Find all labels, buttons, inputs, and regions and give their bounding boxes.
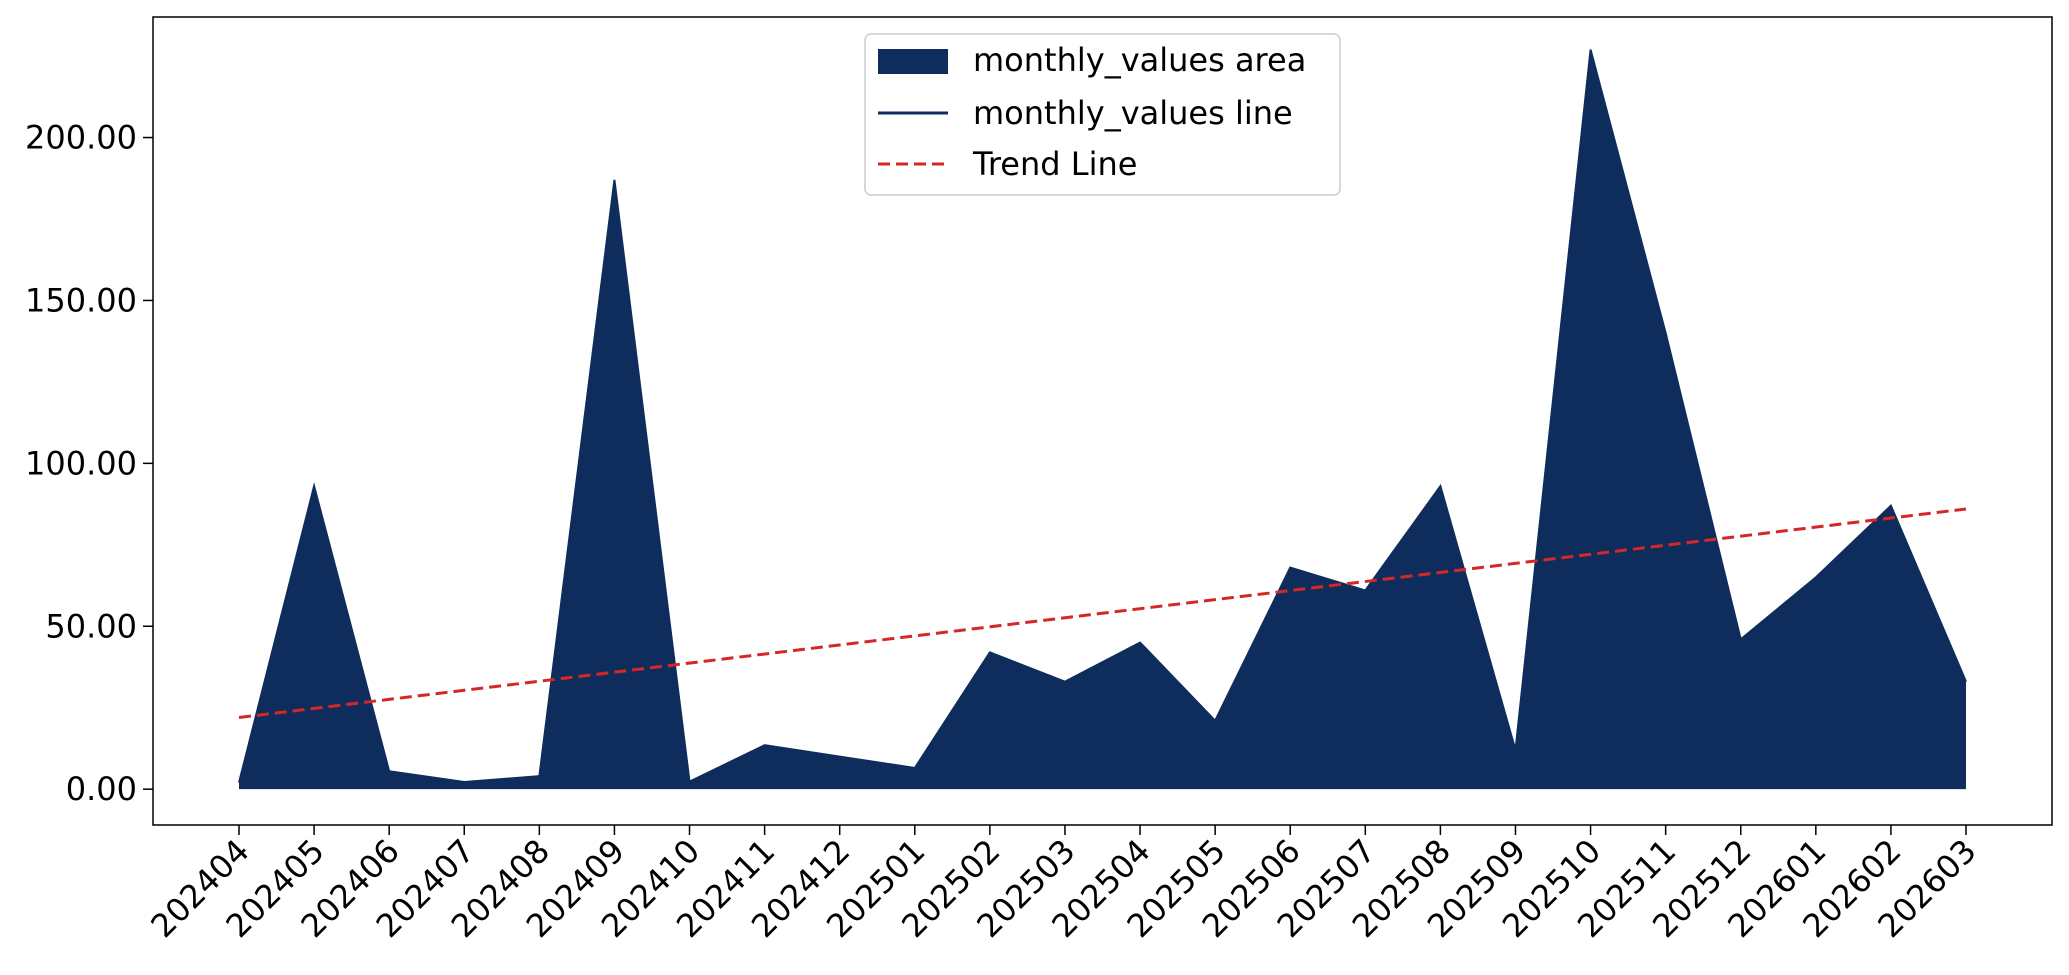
y-tick-label: 150.00 [25,281,137,319]
y-tick-label: 100.00 [25,444,137,482]
legend-box [864,33,1341,196]
plot-area [238,49,1967,790]
monthly-values-area [239,49,1966,790]
monthly-values-line [238,49,1967,784]
y-tick-label: 50.00 [45,607,137,645]
legend-label-trend: Trend Line [972,145,1137,183]
y-tick-label: 0.00 [66,770,137,808]
legend-label-area: monthly_values area [973,41,1306,79]
y-axis: 0.00 50.00 100.00 150.00 200.00 [25,119,153,808]
y-tick-label: 200.00 [25,119,137,157]
legend-label-line: monthly_values line [973,94,1293,132]
legend-area-swatch [878,49,948,74]
trend-line [238,507,1967,719]
legend: monthly_values area monthly_values line … [864,33,1341,196]
plot-frame [152,16,2053,826]
x-axis: 2024042024052024062024072024082024092024… [143,825,1984,945]
